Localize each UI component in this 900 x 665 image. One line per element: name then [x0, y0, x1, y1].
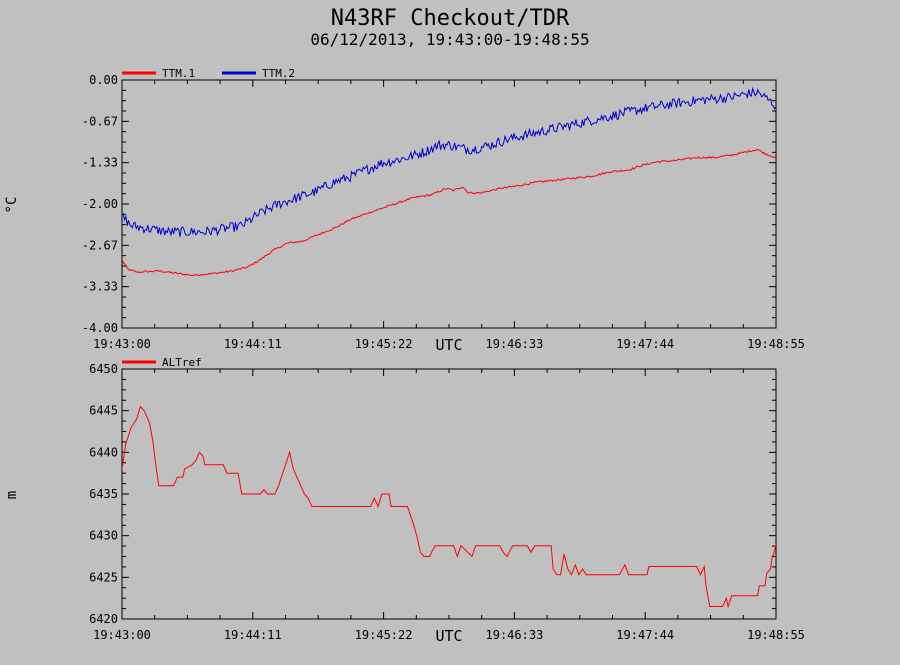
x-axis-label: UTC: [435, 627, 462, 645]
series-line-altref: [122, 405, 776, 609]
x-tick-label: 19:44:11: [224, 628, 282, 642]
y-tick-label: 0.00: [89, 73, 118, 87]
x-tick-label: 19:46:33: [486, 337, 544, 351]
x-tick-label: 19:44:11: [224, 337, 282, 351]
plot-frame: [121, 79, 777, 329]
series-line-ttm-2: [122, 86, 776, 237]
y-tick-label: -3.33: [82, 280, 118, 294]
x-tick-label: 19:45:22: [355, 628, 413, 642]
y-axis-label: °C: [4, 197, 20, 214]
legend-label: ALTref: [162, 356, 202, 369]
x-tick-label: 19:47:44: [616, 337, 674, 351]
plot-panel-2: 6450 6445 6440 6435 6430 6425 6420 19:43:00 19:4…: [4, 356, 805, 645]
y-tick-label: 6420: [89, 612, 118, 626]
y-tick-label: -2.67: [82, 238, 118, 252]
x-axis-label: UTC: [435, 336, 462, 354]
x-tick-label: 19:43:00: [93, 337, 151, 351]
chart-title: N43RF Checkout/TDR: [331, 6, 570, 31]
y-tick-label: 6440: [89, 445, 118, 459]
y-tick-label: -4.00: [82, 321, 118, 335]
x-tick-label: 19:43:00: [93, 628, 151, 642]
y-tick-label: -0.67: [82, 114, 118, 128]
x-tick-label: 19:47:44: [616, 628, 674, 642]
legend-label: TTM.1: [162, 67, 195, 80]
y-tick-label: 6435: [89, 487, 118, 501]
y-tick-label: 6450: [89, 362, 118, 376]
plot-panel-1: 0.00 -0.67 -1.33 -2.00 -2.67 -3.33 -4.00 19:43:…: [4, 67, 805, 354]
x-tick-label: 19:48:55: [747, 337, 805, 351]
y-tick-label: 6445: [89, 404, 118, 418]
y-axis-label: m: [4, 491, 20, 499]
chart-subtitle: 06/12/2013, 19:43:00-19:48:55: [310, 30, 589, 49]
x-tick-label: 19:48:55: [747, 628, 805, 642]
x-tick-label: 19:45:22: [355, 337, 413, 351]
plot-frame: [121, 368, 777, 620]
y-tick-label: -1.33: [82, 156, 118, 170]
y-tick-label: -2.00: [82, 197, 118, 211]
legend-label: TTM.2: [262, 67, 295, 80]
series-line-ttm-1: [122, 149, 776, 277]
y-tick-label: 6430: [89, 529, 118, 543]
x-tick-label: 19:46:33: [486, 628, 544, 642]
y-tick-label: 6425: [89, 570, 118, 584]
